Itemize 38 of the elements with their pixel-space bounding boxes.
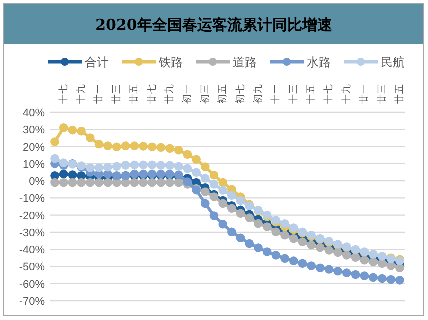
legend-label: 民航 — [381, 56, 405, 70]
x-tick-label: 初一 — [181, 84, 194, 104]
x-tick-label: 十九 — [340, 84, 352, 104]
y-tick-label: 40% — [22, 108, 46, 120]
legend-label: 合计 — [85, 56, 109, 70]
x-tick-label: 初七 — [234, 84, 246, 104]
x-tick-label: 初三 — [198, 84, 211, 104]
x-tick-label: 十七 — [57, 84, 70, 104]
x-tick-label: 初九 — [252, 84, 264, 104]
x-tick-label: 十五 — [305, 84, 318, 104]
y-tick-label: 0% — [29, 176, 46, 188]
x-tick-label: 廿五 — [394, 84, 406, 104]
x-tick-label: 廿七 — [146, 84, 158, 104]
y-tick-label: -50% — [19, 262, 46, 274]
y-tick-label: -70% — [19, 296, 46, 308]
legend-label: 水路 — [307, 56, 331, 70]
x-tick-label: 廿一 — [358, 84, 370, 104]
x-tick-label: 廿三 — [376, 84, 388, 104]
y-tick-label: 30% — [22, 124, 46, 137]
x-tick-label: 十三 — [287, 84, 300, 104]
x-tick-label: 廿九 — [164, 84, 176, 104]
legend-label: 道路 — [233, 56, 257, 70]
y-tick-label: -40% — [19, 244, 46, 257]
x-tick-label: 十七 — [322, 84, 335, 104]
title: 2020年全国春运客流累计同比增速 — [96, 16, 332, 34]
y-tick-label: -60% — [19, 278, 46, 291]
y-tick-label: -10% — [19, 193, 46, 206]
x-tick-label: 初五 — [216, 84, 229, 104]
y-tick-label: -30% — [19, 227, 46, 240]
legend-label: 铁路 — [158, 56, 183, 70]
x-tick-label: 廿一 — [92, 84, 105, 104]
y-tick-label: -20% — [19, 210, 46, 222]
x-tick-label: 十一 — [270, 84, 282, 104]
y-tick-label: 20% — [22, 142, 46, 154]
x-tick-label: 十九 — [75, 84, 88, 104]
y-tick-label: 10% — [22, 158, 46, 171]
x-tick-label: 廿三 — [110, 84, 122, 104]
x-tick-label: 廿五 — [128, 84, 140, 104]
